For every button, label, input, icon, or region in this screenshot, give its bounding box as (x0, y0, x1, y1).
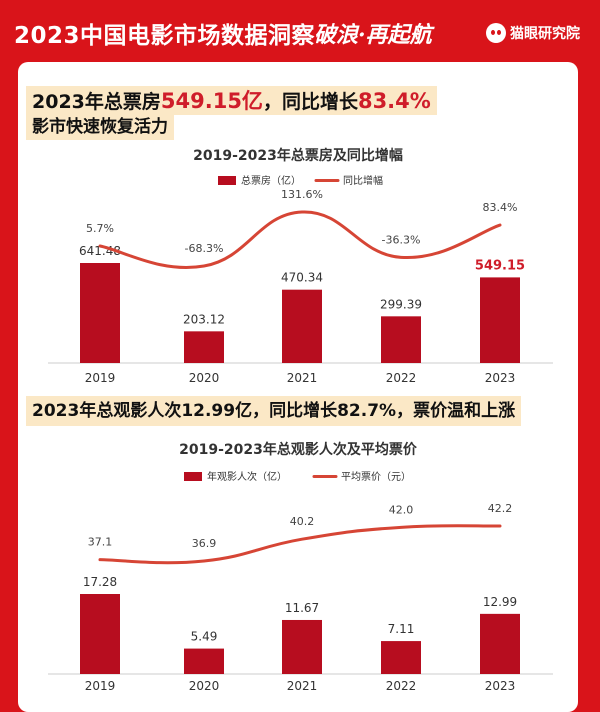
bar (282, 289, 322, 363)
legend-bar-label: 年观影人次（亿） (207, 470, 287, 483)
line-value-label: -68.3% (185, 242, 224, 255)
box-office-chart: 2019-2023年总票房及同比增幅 总票房（亿） 同比增幅 641.48 2019 20… (18, 140, 578, 394)
x-tick-label: 2020 (189, 679, 220, 693)
line-value-label: 42.0 (389, 503, 414, 516)
bar (184, 331, 224, 363)
bar (80, 594, 120, 674)
legend-bar-swatch (184, 472, 202, 481)
bar-value-label: 549.15 (475, 258, 525, 273)
bar-value-label: 470.34 (281, 271, 323, 285)
bar (282, 619, 322, 674)
line-value-label: 5.7% (86, 222, 114, 235)
x-tick-label: 2022 (386, 679, 417, 693)
brand-name: 猫眼研究院 (510, 26, 580, 42)
bar (480, 613, 520, 674)
line-series (98, 210, 502, 269)
header-title: 2023中国电影市场数据洞察 (14, 23, 316, 49)
box-office-subheadline: 影市快速恢复活力 (26, 114, 174, 140)
x-tick-label: 2019 (85, 371, 116, 385)
x-tick-label: 2023 (485, 371, 516, 385)
bar-value-label: 17.28 (83, 575, 117, 589)
legend-bar-swatch (218, 176, 236, 185)
line-value-label: 42.2 (488, 502, 513, 515)
headline-text: 2023年总票房 (32, 91, 161, 113)
bar (381, 641, 421, 674)
chart-title: 2019-2023年总票房及同比增幅 (193, 147, 403, 164)
bar-value-label: 203.12 (183, 312, 225, 326)
bar (381, 316, 421, 363)
bar-value-label: 5.49 (191, 630, 218, 644)
line-value-label: 131.6% (281, 188, 323, 201)
x-tick-label: 2023 (485, 679, 516, 693)
bar-value-label: 11.67 (285, 601, 319, 615)
header-slogan: 破浪·再起航 (314, 22, 432, 48)
legend-line-label: 平均票价（元） (341, 471, 411, 483)
x-tick-label: 2019 (85, 679, 116, 693)
bar (480, 277, 520, 363)
bar (80, 263, 120, 363)
headline-highlight-value: 549.15亿 (160, 89, 263, 113)
headline-text: ，同比增长 (262, 91, 358, 113)
line-value-label: -36.3% (382, 233, 421, 246)
x-tick-label: 2022 (386, 371, 417, 385)
bar (184, 648, 224, 674)
line-value-label: 36.9 (192, 537, 217, 550)
header-banner: 2023中国电影市场数据洞察 破浪·再起航 猫眼研究院 (0, 0, 600, 64)
cat-eye-logo-icon (486, 23, 506, 43)
legend-line-label: 同比增幅 (343, 174, 383, 187)
line-value-label: 40.2 (290, 515, 315, 528)
admissions-chart: 2019-2023年总观影人次及平均票价年观影人次（亿） 平均票价（元） 17.28… (18, 430, 578, 696)
line-value-label: 83.4% (483, 201, 518, 214)
box-office-headline: 2023年总票房549.15亿，同比增长83.4% (26, 86, 437, 115)
admissions-headline: 2023年总观影人次12.99亿，同比增长82.7%，票价温和上涨 (26, 396, 522, 426)
line-value-label: 37.1 (88, 536, 113, 549)
line-series (98, 524, 502, 565)
brand: 猫眼研究院 (486, 21, 580, 45)
legend-bar-label: 总票房（亿） (241, 174, 301, 187)
headline-highlight-value: 83.4% (357, 89, 431, 113)
bar-value-label: 7.11 (388, 622, 415, 636)
x-tick-label: 2020 (189, 371, 220, 385)
x-tick-label: 2021 (287, 371, 318, 385)
x-tick-label: 2021 (287, 679, 318, 693)
bar-value-label: 12.99 (483, 595, 517, 609)
chart-title: 2019-2023年总观影人次及平均票价 (179, 441, 418, 458)
bar-value-label: 299.39 (380, 297, 422, 311)
